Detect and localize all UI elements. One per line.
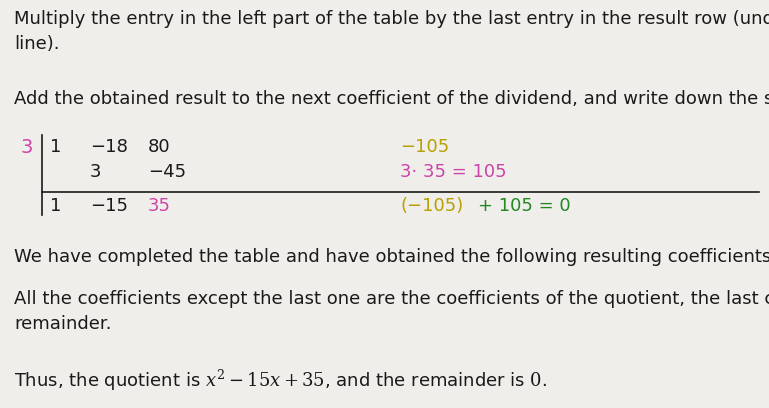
Text: Add the obtained result to the next coefficient of the dividend, and write down : Add the obtained result to the next coef… — [14, 90, 769, 108]
Text: 3: 3 — [90, 163, 102, 181]
Text: 3: 3 — [20, 138, 32, 157]
Text: 1: 1 — [50, 197, 62, 215]
Text: 80: 80 — [148, 138, 171, 156]
Text: We have completed the table and have obtained the following resulting coefficien: We have completed the table and have obt… — [14, 248, 769, 266]
Text: All the coefficients except the last one are the coefficients of the quotient, t: All the coefficients except the last one… — [14, 290, 769, 333]
Text: (−105): (−105) — [400, 197, 463, 215]
Text: Multiply the entry in the left part of the table by the last entry in the result: Multiply the entry in the left part of t… — [14, 10, 769, 53]
Text: + 105 = 0: + 105 = 0 — [478, 197, 571, 215]
Text: 3· 35 = 105: 3· 35 = 105 — [400, 163, 507, 181]
Text: −18: −18 — [90, 138, 128, 156]
Text: −105: −105 — [400, 138, 449, 156]
Text: −15: −15 — [90, 197, 128, 215]
Text: 1: 1 — [50, 138, 62, 156]
Text: Thus, the quotient is $x^2 - 15x + 35$, and the remainder is $0$.: Thus, the quotient is $x^2 - 15x + 35$, … — [14, 368, 547, 393]
Text: −45: −45 — [148, 163, 186, 181]
Text: 35: 35 — [148, 197, 171, 215]
